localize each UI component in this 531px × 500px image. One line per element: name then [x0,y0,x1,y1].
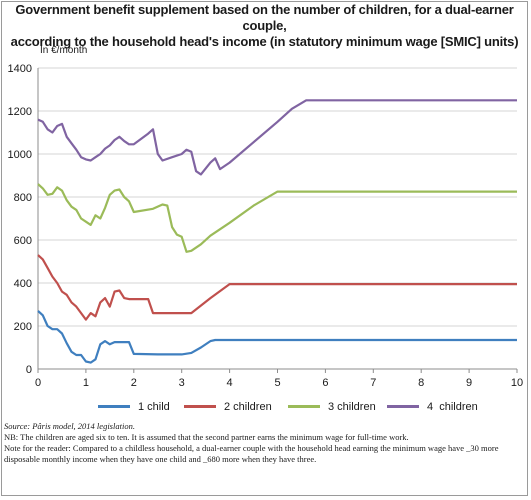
legend-item-1: 1 child [98,400,170,414]
series-lines [37,99,517,364]
title-line-1: Government benefit supplement based on t… [15,2,514,33]
series-line-1 [37,310,517,364]
legend-item-3: 3 children [288,400,376,414]
legend-label-1: 1 child [138,401,170,413]
x-tick-label-2: 2 [131,377,137,389]
y-tick-label-1200: 1200 [8,106,32,118]
x-tick-label-6: 6 [322,377,328,389]
legend-swatch-2 [184,404,216,408]
legend-swatch-3 [288,404,320,408]
x-tick-label-9: 9 [466,377,472,389]
x-tick-label-0: 0 [35,377,41,389]
y-tick-label-1000: 1000 [8,149,32,161]
nb-note: NB: The children are aged six to ten. It… [4,432,409,442]
y-tick-label-0: 0 [26,364,32,376]
chart-title: Government benefit supplement based on t… [4,2,525,50]
x-axis-ticks: 0 1 2 3 4 5 6 7 8 9 10 [35,377,523,389]
notes: Source: Pâris model, 2014 legislation. N… [4,421,524,465]
y-axis-unit-label: In €/month [40,45,88,56]
title-line-2: according to the household head's income… [10,34,519,49]
x-tick-label-4: 4 [227,377,233,389]
x-tick-label-10: 10 [511,377,523,389]
x-tick-label-3: 3 [179,377,185,389]
legend-label-4: 4 children [427,401,478,413]
source-note: Source: Pâris model, 2014 legislation. [4,421,135,431]
legend-item-2: 2 children [184,400,272,414]
line-chart: 0 200 400 600 800 1000 1200 1400 0 1 2 3 4 5 6 7 8 9 10 [8,63,524,389]
x-tick-label-8: 8 [418,377,424,389]
x-tick-label-7: 7 [370,377,376,389]
series-line-4 [37,99,517,176]
y-tick-label-1400: 1400 [8,63,32,75]
legend-label-3: 3 children [328,401,376,413]
legend-swatch-1 [98,404,130,408]
legend-item-4: 4 children [387,400,478,414]
y-axis-ticks: 0 200 400 600 800 1000 1200 1400 [8,63,32,376]
reader-note: Note for the reader: Compared to a child… [4,443,499,464]
legend-label-2: 2 children [224,401,272,413]
series-line-2 [37,254,517,321]
y-tick-label-600: 600 [14,235,32,247]
axes [37,68,518,373]
x-tick-label-5: 5 [274,377,280,389]
legend-swatch-4 [387,404,419,408]
y-tick-label-800: 800 [14,192,32,204]
series-line-3 [37,183,517,253]
chart-legend: 1 child 2 children 3 children 4 children [0,400,531,414]
y-tick-label-400: 400 [14,278,32,290]
y-tick-label-200: 200 [14,321,32,333]
x-tick-label-1: 1 [83,377,89,389]
